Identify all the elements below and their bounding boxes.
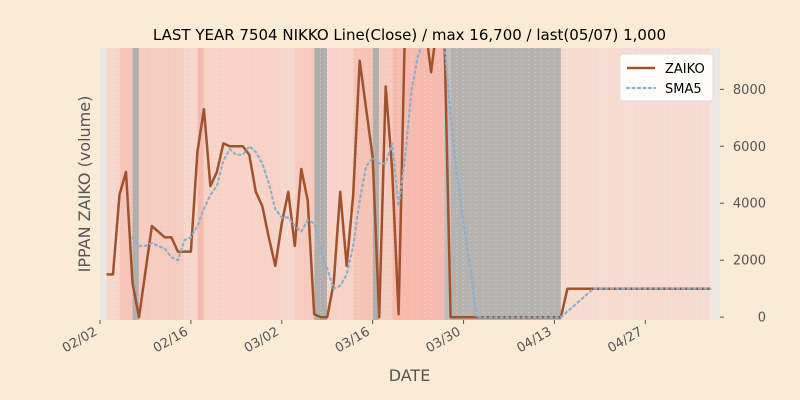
shading-band (710, 48, 720, 320)
legend: ZAIKO SMA5 (619, 53, 714, 102)
shading-band (314, 48, 328, 320)
shading-band (184, 48, 191, 320)
x-axis-label: DATE (389, 366, 431, 385)
shading-band (106, 48, 120, 320)
shading-band (138, 48, 185, 320)
y-axis-label: IPPAN ZAIKO (volume) (75, 96, 94, 273)
shading-band (327, 48, 354, 320)
x-tick-label: 03/30 (424, 324, 464, 356)
series-line-zaiko (106, 48, 711, 319)
x-axis: 02/02 02/16 03/02 03/16 03/30 04/13 04/27 (60, 320, 646, 356)
y-tick-label: 4000 (733, 197, 766, 212)
plot-area: 02/02 02/16 03/02 03/16 03/30 04/13 04/27 0 2000… (60, 48, 766, 356)
shading-band (372, 48, 380, 320)
y-tick-label: 6000 (733, 140, 766, 155)
x-tick-label: 03/16 (333, 324, 373, 356)
shading-band (132, 48, 139, 320)
y-tick-label: 2000 (733, 254, 766, 269)
legend-label-sma5: SMA5 (665, 82, 702, 97)
legend-label-zaiko: ZAIKO (665, 62, 705, 77)
shading-band (100, 48, 107, 320)
x-tick-label: 03/02 (242, 324, 282, 356)
y-tick-label: 8000 (733, 83, 766, 98)
series-line-sma5 (131, 48, 712, 319)
chart-title: LAST YEAR 7504 NIKKO Line(Close) / max 1… (153, 26, 666, 44)
x-tick-label: 04/27 (605, 324, 645, 356)
shading-band (197, 48, 204, 320)
y-tick-label: 0 (758, 311, 766, 326)
x-tick-label: 02/02 (60, 324, 100, 356)
y-axis: 0 2000 4000 6000 8000 (720, 83, 766, 326)
x-tick-label: 04/13 (515, 324, 555, 356)
legend-box (619, 53, 714, 102)
x-tick-label: 02/16 (151, 324, 191, 356)
shading-band (450, 48, 561, 320)
shading-band (281, 48, 295, 320)
